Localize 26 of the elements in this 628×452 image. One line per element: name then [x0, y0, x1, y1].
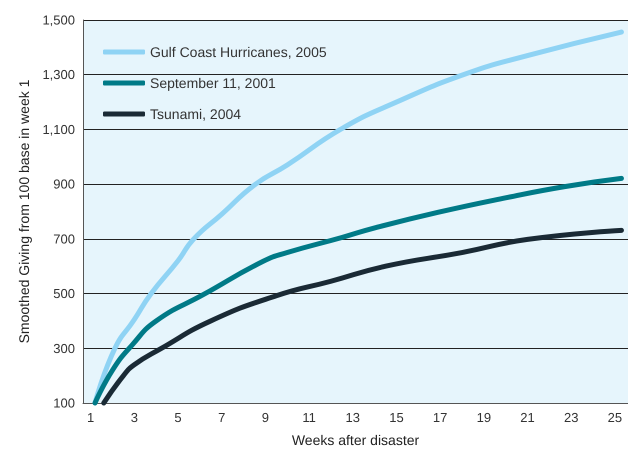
x-tick-label: 23: [564, 410, 578, 425]
y-tick-label: 1,300: [42, 67, 75, 82]
x-tick-label: 19: [476, 410, 492, 425]
legend-label: Tsunami, 2004: [150, 106, 242, 122]
x-tick-label: 17: [432, 410, 448, 425]
y-tick-label: 100: [53, 396, 75, 410]
x-tick-label: 7: [218, 410, 226, 425]
x-tick-label: 15: [389, 410, 404, 425]
x-tick-label: 1: [87, 410, 94, 425]
y-tick-label: 1,100: [42, 122, 75, 137]
y-tick-label: 900: [53, 176, 75, 192]
x-tick-label: 5: [174, 410, 182, 425]
x-tick-label: 21: [520, 410, 535, 425]
x-tick-label: 9: [262, 410, 270, 425]
y-tick-label: 700: [53, 231, 75, 246]
x-axis-title: Weeks after disaster: [292, 432, 420, 448]
legend-label: September 11, 2001: [150, 75, 276, 91]
y-tick-label: 1,500: [42, 12, 75, 28]
y-tick-label: 300: [53, 340, 75, 356]
y-axis-title: Smoothed Giving from 100 base in week 1: [16, 79, 32, 344]
y-tick-label: 500: [53, 286, 75, 302]
x-tick-label: 3: [130, 410, 138, 425]
x-tick-label: 25: [608, 410, 622, 425]
legend-label: Gulf Coast Hurricanes, 2005: [150, 44, 327, 60]
x-tick-label: 11: [302, 410, 316, 425]
x-tick-label: 13: [346, 410, 360, 425]
